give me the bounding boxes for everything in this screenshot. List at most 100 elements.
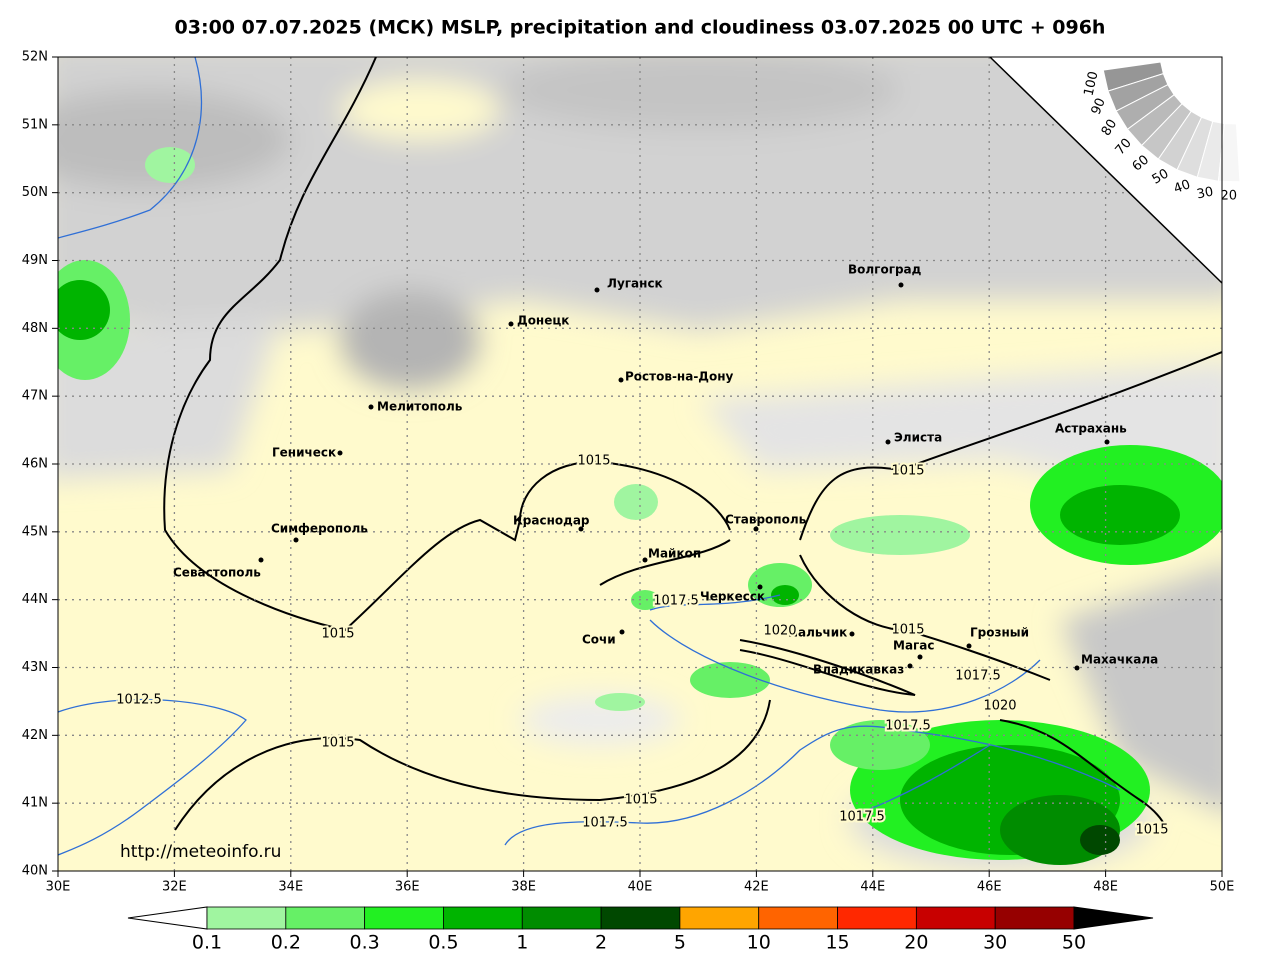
- lat-label: 40N: [22, 864, 48, 879]
- isobar-label: 1015: [891, 623, 924, 638]
- city-dot: [1074, 665, 1080, 671]
- city-label: Нальчик: [788, 626, 847, 640]
- isobar-label: 1017.5: [582, 816, 628, 831]
- isobar-label: 1015: [1135, 823, 1168, 838]
- lat-label: 41N: [22, 796, 48, 811]
- cloud-scale-label: 100: [1081, 70, 1101, 98]
- grid: [58, 57, 1222, 871]
- city-label: Севастополь: [173, 566, 261, 580]
- city-dot: [619, 629, 625, 635]
- isobar-label: 1020: [763, 624, 796, 639]
- lat-label: 43N: [22, 660, 48, 675]
- cloud-scale-label: 40: [1172, 177, 1193, 197]
- colorbar-min-arrow: [127, 906, 208, 930]
- city-label: Магас: [893, 639, 935, 653]
- axes: 52N51N50N49N48N47N46N45N44N43N42N41N40N3…: [22, 50, 1235, 895]
- city-label: Черкесск: [700, 590, 765, 604]
- city-label: Краснодар: [513, 514, 590, 528]
- lat-label: 42N: [22, 728, 48, 743]
- lat-label: 49N: [22, 253, 48, 268]
- source-url: http://meteoinfo.ru: [120, 842, 281, 862]
- precipitation: [58, 147, 1222, 865]
- lon-label: 38E: [511, 880, 536, 895]
- lat-label: 48N: [22, 321, 48, 336]
- precip-colorbar: 0.1 0.2 0.3 0.5 1 2 5 10 15 20 30 50: [127, 906, 1154, 954]
- city-label: Грозный: [970, 626, 1029, 640]
- cloud-scale-label: 20: [1220, 188, 1237, 203]
- colorbar-swatch: [679, 906, 760, 930]
- map-area: Луганск Донецк Волгоград Ростов-на-Дону Мели…: [58, 57, 1222, 871]
- isobar-label: 1012.5: [116, 693, 162, 708]
- city-dot: [508, 321, 514, 327]
- city-label: Махачкала: [1081, 653, 1158, 667]
- isobars-black: [163, 57, 1222, 834]
- city-label: Донецк: [517, 314, 569, 328]
- isobar-label: 1015: [321, 736, 354, 751]
- lon-label: 44E: [860, 880, 885, 895]
- city-dot: [594, 287, 600, 293]
- city-label: Элиста: [894, 431, 942, 445]
- lat-label: 44N: [22, 592, 48, 607]
- lat-label: 52N: [22, 50, 48, 65]
- city-label: Симферополь: [271, 522, 368, 536]
- isobar-labels: 1015 1015 1017.5 1020 1015 1017.5 1020 1017.5 10…: [114, 452, 1170, 840]
- isobar-label: 1015: [624, 793, 657, 808]
- lon-label: 36E: [395, 880, 420, 895]
- lat-label: 50N: [22, 185, 48, 200]
- city-dot: [642, 557, 648, 563]
- colorbar-label: 15: [825, 932, 849, 954]
- colorbar-swatch: [285, 906, 366, 930]
- colorbar-swatch: [758, 906, 838, 930]
- city-label: Астрахань: [1055, 422, 1127, 436]
- lat-label: 51N: [22, 117, 48, 132]
- city-label: Луганск: [607, 277, 663, 291]
- colorbar-swatch: [521, 906, 602, 930]
- city-dot: [337, 450, 343, 456]
- city-dot: [1104, 439, 1110, 445]
- city-dot: [885, 439, 891, 445]
- lon-label: 46E: [977, 880, 1002, 895]
- lon-label: 48E: [1093, 880, 1118, 895]
- lon-label: 42E: [744, 880, 769, 895]
- colorbar-label: 2: [595, 932, 607, 954]
- cloud-swatch: [1217, 123, 1241, 183]
- isobar-label: 1017.5: [839, 810, 885, 825]
- isobar-label: 1020: [983, 699, 1016, 714]
- lat-label: 47N: [22, 389, 48, 404]
- city-dot: [618, 377, 624, 383]
- colorbar-swatch: [364, 906, 444, 930]
- city-dot: [757, 584, 763, 590]
- colorbar-label: 20: [904, 932, 928, 954]
- lon-label: 40E: [628, 880, 653, 895]
- city-label: Сочи: [582, 633, 616, 647]
- colorbar-label: 0.5: [428, 932, 458, 954]
- city-dot: [849, 631, 855, 637]
- isobar-label: 1017.5: [885, 719, 931, 734]
- cities: Луганск Донецк Волгоград Ростов-на-Дону Мели…: [173, 263, 1158, 677]
- lat-label: 46N: [22, 457, 48, 472]
- colorbar-max-arrow: [1073, 906, 1154, 930]
- city-dot: [917, 654, 923, 660]
- colorbar-label: 50: [1062, 932, 1086, 954]
- city-dot: [258, 557, 264, 563]
- city-dot: [368, 404, 374, 410]
- cloud-scale-label: 90: [1089, 96, 1109, 117]
- isobars-blue: [58, 57, 1121, 856]
- cloud-scale-label: 50: [1150, 166, 1172, 187]
- cloud-scale-label: 30: [1196, 185, 1215, 203]
- lon-label: 30E: [46, 880, 71, 895]
- city-dot: [966, 643, 972, 649]
- isobar-label: 1015: [891, 464, 924, 479]
- city-dot: [293, 537, 299, 543]
- city-label: Майкоп: [648, 547, 701, 561]
- colorbar-label: 5: [674, 932, 686, 954]
- colorbar-swatch: [837, 906, 917, 930]
- cloud-scale-label: 80: [1099, 117, 1120, 139]
- isobar-label: 1015: [577, 454, 610, 469]
- colorbar-swatch: [915, 906, 996, 930]
- city-dot: [578, 526, 584, 532]
- city-label: Геническ: [272, 446, 336, 460]
